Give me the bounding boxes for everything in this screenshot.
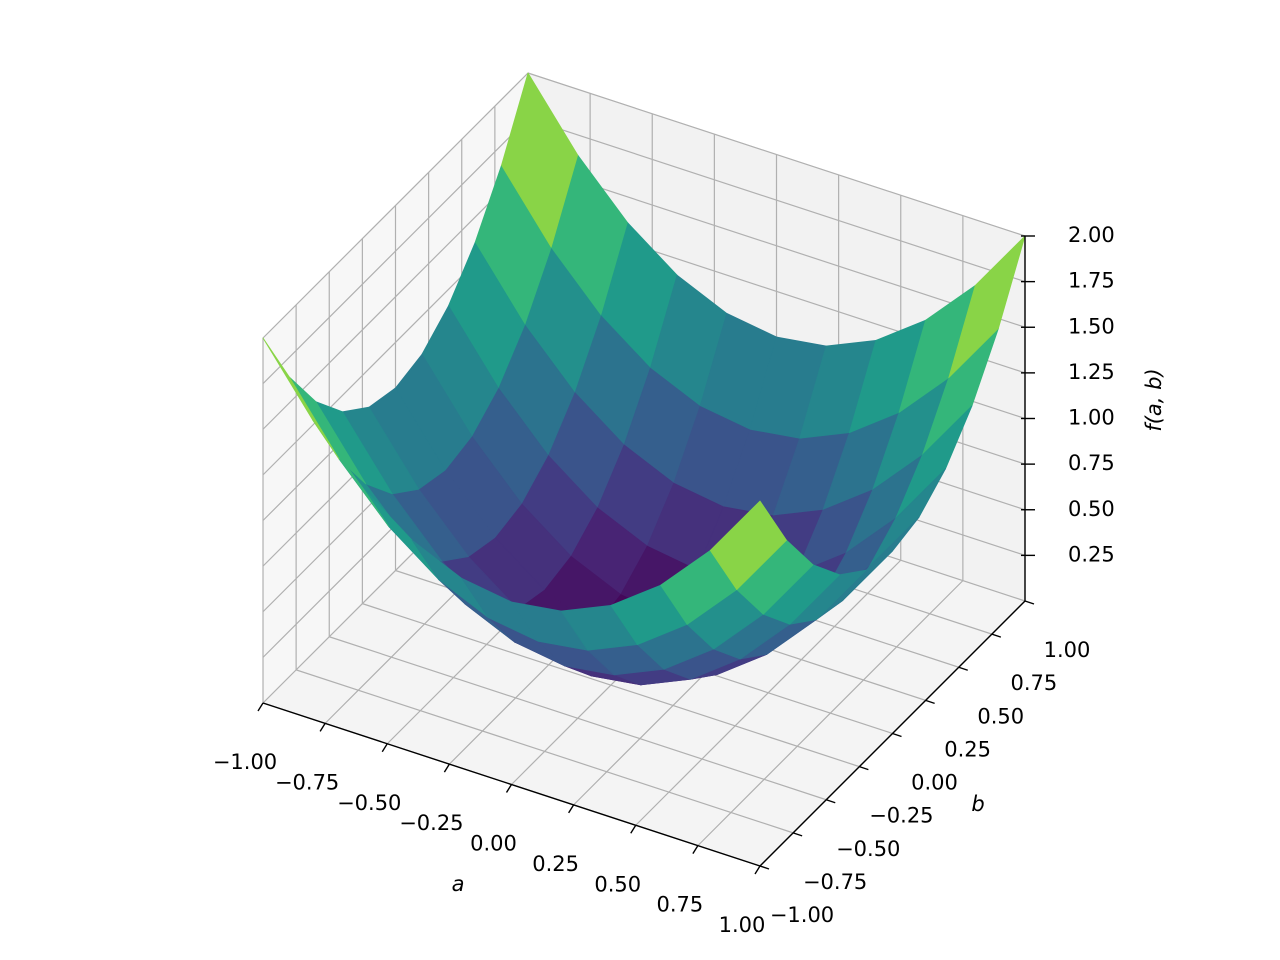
y-tick-label: −1.00 <box>770 903 834 927</box>
grid-line <box>262 72 529 339</box>
y-tick <box>859 765 869 771</box>
surface-patch <box>501 72 579 248</box>
y-tick-label: 0.25 <box>944 737 991 761</box>
surface-patch <box>262 337 340 460</box>
y-tick-label: −0.25 <box>869 804 933 828</box>
y-tick <box>892 732 902 738</box>
z-tick-label: 0.25 <box>1068 542 1115 566</box>
z-tick-label: 2.00 <box>1068 223 1115 247</box>
x-tick <box>568 804 575 814</box>
z-tick-label: 1.00 <box>1068 406 1115 430</box>
x-tick <box>692 845 699 854</box>
z-tick-label: 0.50 <box>1068 497 1115 521</box>
grid-line <box>527 118 1026 283</box>
x-tick-label: −0.75 <box>275 770 339 794</box>
x-tick <box>381 743 388 753</box>
y-tick <box>792 832 803 837</box>
y-tick-label: 0.00 <box>911 771 958 795</box>
y-axis-line <box>759 600 1026 867</box>
y-tick <box>958 666 968 671</box>
y-tick <box>826 799 836 804</box>
x-tick <box>319 723 326 732</box>
y-axis-label: b <box>971 792 984 816</box>
grid-line <box>329 636 827 801</box>
grid-line <box>527 72 1026 237</box>
y-tick-label: −0.75 <box>803 870 867 894</box>
y-tick <box>1024 600 1035 605</box>
grid-line <box>262 118 529 385</box>
grid-line <box>295 669 794 834</box>
x-tick <box>754 865 761 875</box>
x-tick-label: −0.50 <box>337 791 401 815</box>
x-tick-label: −1.00 <box>213 750 277 774</box>
x-tick-label: 0.50 <box>594 872 641 896</box>
z-tick-label: 1.75 <box>1068 269 1115 293</box>
surface-patch <box>709 500 787 590</box>
y-tick <box>991 633 1002 638</box>
grid-line <box>262 163 529 430</box>
y-tick <box>759 865 770 870</box>
axes: −1.00−0.75−0.50−0.250.000.250.500.751.00… <box>213 223 1115 937</box>
x-tick <box>630 824 637 834</box>
x-tick <box>257 702 264 712</box>
x-axis-label: a <box>452 872 465 896</box>
y-tick-label: −0.50 <box>836 837 900 861</box>
y-tick-label: 1.00 <box>1044 638 1091 662</box>
surface <box>262 72 1026 686</box>
x-tick-label: 0.00 <box>470 832 517 856</box>
x-axis-line <box>262 702 761 867</box>
z-tick-label: 1.25 <box>1068 360 1115 384</box>
x-tick-label: 0.75 <box>656 893 703 917</box>
y-tick-label: 0.50 <box>977 704 1024 728</box>
grid-line <box>362 603 860 768</box>
x-tick-label: 0.25 <box>532 852 579 876</box>
x-tick <box>443 763 450 773</box>
x-tick-label: −0.25 <box>399 811 463 835</box>
x-tick-label: 1.00 <box>719 913 766 937</box>
z-axis-label: f(a, b) <box>1142 368 1166 431</box>
x-tick <box>505 784 513 793</box>
y-tick-label: 0.75 <box>1010 671 1057 695</box>
y-tick <box>925 699 935 705</box>
grid-line <box>527 163 1026 328</box>
z-tick-label: 1.50 <box>1068 314 1115 338</box>
z-tick-label: 0.75 <box>1068 451 1115 475</box>
